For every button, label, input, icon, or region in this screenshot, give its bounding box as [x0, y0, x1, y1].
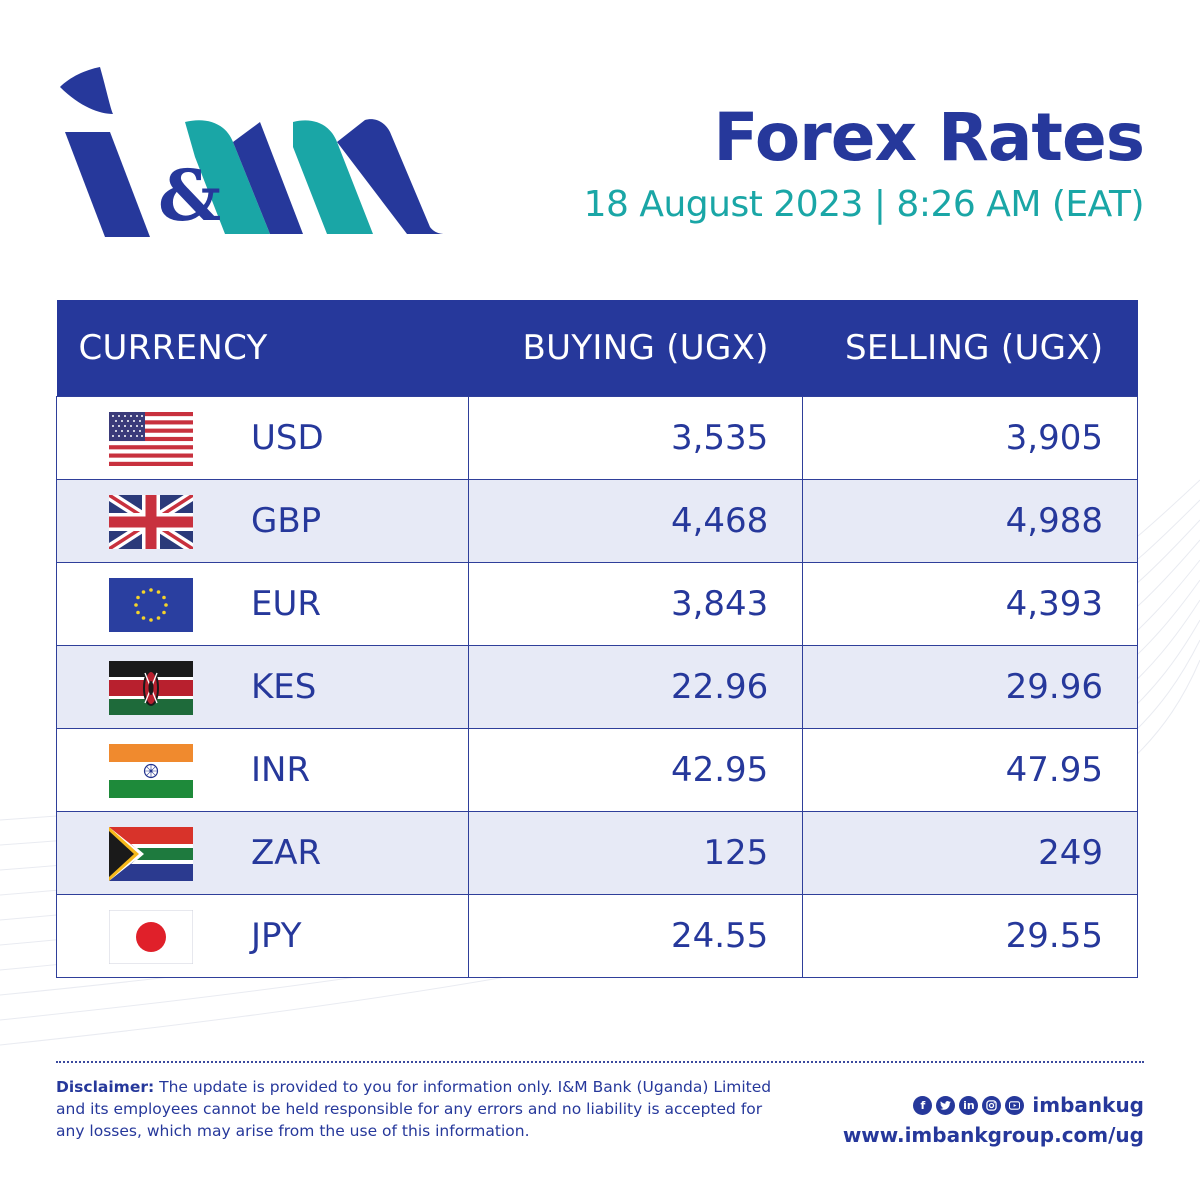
selling-rate: 29.55 [802, 893, 1138, 978]
forex-rates-table: CURRENCY BUYING (UGX) SELLING (UGX) [56, 300, 1138, 978]
currency-code: GBP [251, 500, 322, 541]
currency-code: USD [251, 417, 324, 458]
disclaimer: Disclaimer: The update is provided to yo… [56, 1076, 786, 1142]
selling-rate: 249 [802, 810, 1138, 895]
us-flag-icon [109, 411, 193, 466]
currency-cell: USD [56, 395, 469, 480]
table-row: USD 3,535 3,905 [56, 395, 1138, 480]
currency-cell: JPY [56, 893, 469, 978]
buying-rate: 22.96 [467, 644, 804, 729]
date-time-stamp: 18 August 2023 | 8:26 AM (EAT) [583, 184, 1145, 225]
footer-divider [56, 1061, 1144, 1063]
page-title: Forex Rates [713, 99, 1145, 176]
buying-rate: 3,843 [467, 561, 804, 646]
selling-rate: 4,988 [802, 478, 1138, 563]
currency-code: JPY [251, 915, 302, 956]
currency-code: KES [251, 666, 317, 707]
facebook-icon[interactable]: f [913, 1095, 933, 1115]
currency-cell: KES [56, 644, 469, 729]
buying-rate: 24.55 [467, 893, 804, 978]
social-links: f in imbankug [913, 1093, 1144, 1117]
selling-rate: 47.95 [802, 727, 1138, 812]
social-handle[interactable]: imbankug [1032, 1093, 1144, 1117]
currency-code: INR [251, 749, 311, 790]
svg-text:&: & [158, 154, 221, 237]
buying-rate: 42.95 [467, 727, 804, 812]
im-bank-logo: & [60, 67, 445, 237]
title-block: Forex Rates 18 August 2023 | 8:26 AM (EA… [583, 99, 1145, 225]
youtube-icon[interactable] [1005, 1095, 1025, 1115]
disclaimer-label: Disclaimer: [56, 1078, 155, 1096]
column-header-selling: SELLING (UGX) [802, 300, 1138, 396]
selling-rate: 29.96 [802, 644, 1138, 729]
table-row: KES 22.96 29.96 [56, 644, 1138, 729]
twitter-icon[interactable] [936, 1095, 956, 1115]
table-row: INR 42.95 47.95 [56, 727, 1138, 812]
table-header-row: CURRENCY BUYING (UGX) SELLING (UGX) [56, 300, 1138, 396]
column-header-buying: BUYING (UGX) [468, 300, 803, 396]
website-link[interactable]: www.imbankgroup.com/ug [842, 1123, 1144, 1147]
kenya-flag-icon [109, 660, 193, 715]
disclaimer-text: The update is provided to you for inform… [56, 1078, 772, 1140]
currency-cell: ZAR [56, 810, 469, 895]
column-header-currency: CURRENCY [56, 300, 469, 396]
currency-cell: GBP [56, 478, 469, 563]
table-row: GBP 4,468 4,988 [56, 478, 1138, 563]
currency-cell: INR [56, 727, 469, 812]
japan-flag-icon [109, 909, 193, 964]
table-row: JPY 24.55 29.55 [56, 893, 1138, 978]
india-flag-icon [109, 743, 193, 798]
currency-cell: EUR [56, 561, 469, 646]
linkedin-icon[interactable]: in [959, 1095, 979, 1115]
instagram-icon[interactable] [982, 1095, 1002, 1115]
selling-rate: 3,905 [802, 395, 1138, 480]
currency-code: EUR [251, 583, 321, 624]
south-africa-flag-icon [109, 826, 193, 881]
currency-code: ZAR [251, 832, 322, 873]
table-row: ZAR 125 249 [56, 810, 1138, 895]
eu-flag-icon [109, 577, 193, 632]
buying-rate: 4,468 [467, 478, 804, 563]
uk-flag-icon [109, 494, 193, 549]
selling-rate: 4,393 [802, 561, 1138, 646]
table-row: EUR 3,843 4,393 [56, 561, 1138, 646]
buying-rate: 125 [467, 810, 804, 895]
buying-rate: 3,535 [467, 395, 804, 480]
